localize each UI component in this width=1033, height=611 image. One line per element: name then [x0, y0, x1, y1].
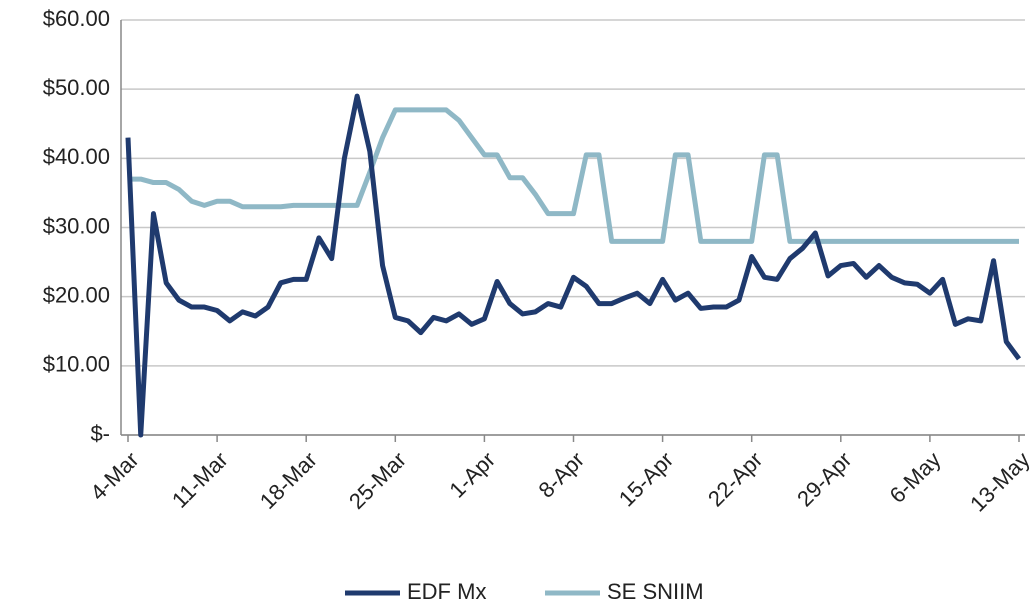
series-line: [128, 107, 1019, 244]
x-tick-label: 22-Apr: [703, 447, 767, 511]
x-tick-label: 11-Mar: [167, 447, 233, 513]
y-tick-label: $10.00: [43, 352, 110, 377]
x-tick-label: 8-Apr: [533, 447, 589, 503]
y-tick-label: $20.00: [43, 282, 110, 307]
x-tick-label: 6-May: [885, 447, 946, 508]
series-line: [125, 93, 1022, 438]
x-tick-label: 4-Mar: [85, 447, 143, 505]
x-tick-label: 1-Apr: [444, 447, 500, 503]
y-tick-label: $60.00: [43, 6, 110, 31]
y-tick-label: $-: [90, 421, 110, 446]
y-tick-label: $50.00: [43, 75, 110, 100]
y-tick-label: $40.00: [43, 144, 110, 169]
x-tick-label: 18-Mar: [255, 447, 322, 514]
legend-label: EDF Mx: [407, 579, 486, 604]
x-tick-label: 13-May: [965, 447, 1033, 517]
y-tick-label: $30.00: [43, 213, 110, 238]
x-tick-label: 29-Apr: [792, 447, 856, 511]
x-tick-label: 25-Mar: [344, 447, 411, 514]
legend-label: SE SNIIM: [607, 579, 704, 604]
x-tick-label: 15-Apr: [614, 447, 678, 511]
